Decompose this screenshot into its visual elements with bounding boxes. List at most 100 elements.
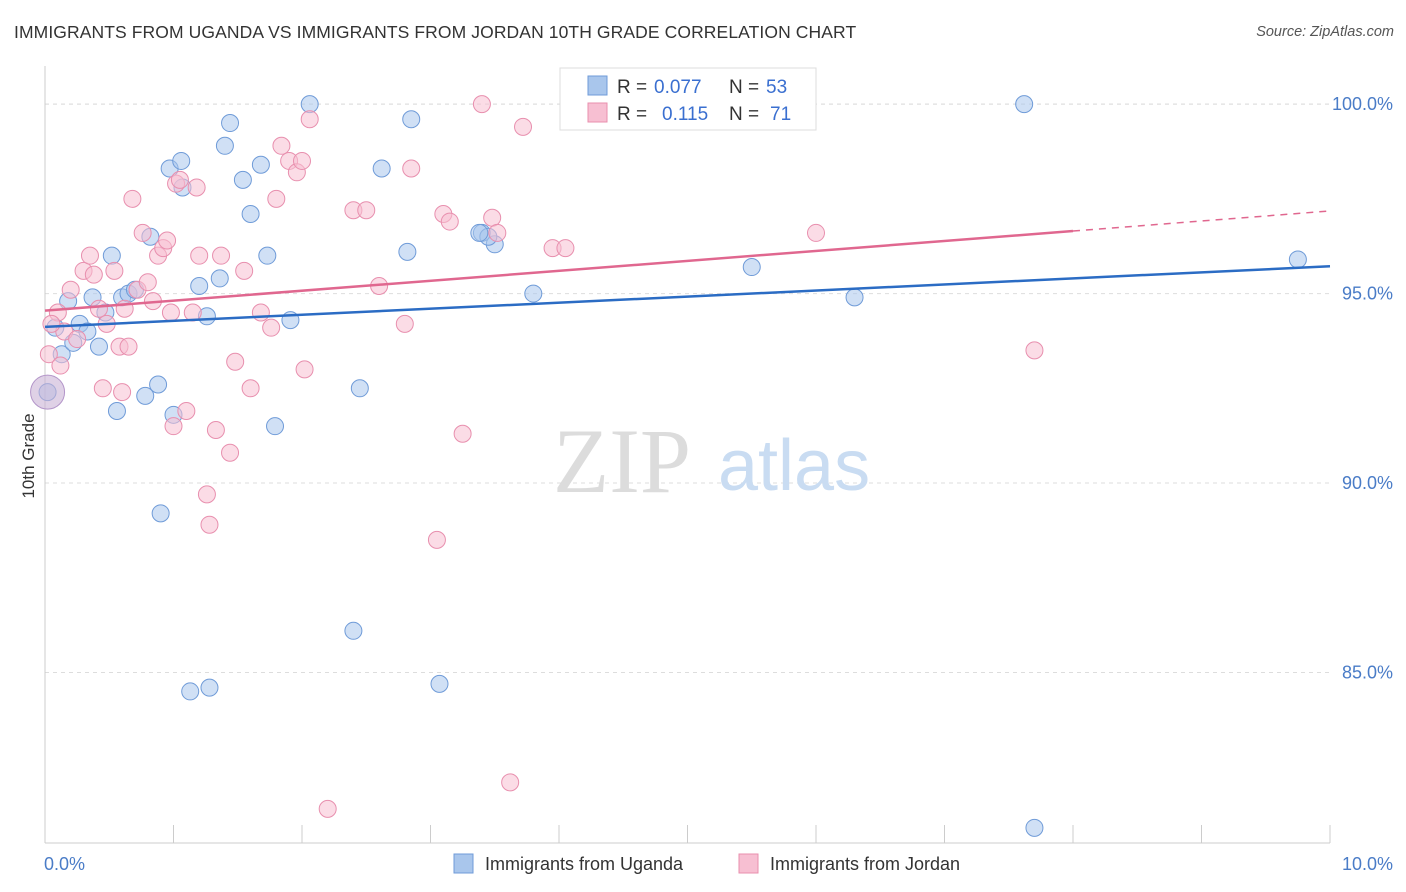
point-jordan xyxy=(251,303,270,322)
point-jordan xyxy=(39,345,58,364)
point-jordan xyxy=(272,136,291,155)
point-jordan xyxy=(51,356,70,375)
point-jordan xyxy=(221,443,240,462)
point-jordan xyxy=(212,246,231,265)
y-tick-label: 85.0% xyxy=(1342,662,1393,682)
point-uganda xyxy=(89,337,108,356)
point-uganda xyxy=(350,379,369,398)
point-uganda xyxy=(233,170,252,189)
y-axis-label: 10th Grade xyxy=(19,413,38,498)
point-uganda xyxy=(524,284,543,303)
point-uganda xyxy=(221,114,240,133)
point-uganda xyxy=(372,159,391,178)
point-uganda xyxy=(136,386,155,405)
point-jordan xyxy=(807,223,825,242)
point-jordan xyxy=(197,485,216,504)
point-jordan xyxy=(226,352,245,371)
point-uganda xyxy=(1288,250,1307,269)
point-jordan xyxy=(318,799,337,818)
axes xyxy=(44,66,1331,844)
point-jordan xyxy=(472,95,491,114)
point-uganda xyxy=(102,246,121,265)
point-jordan xyxy=(170,170,189,189)
point-jordan xyxy=(105,261,124,280)
point-uganda xyxy=(742,258,761,277)
point-jordan xyxy=(295,360,314,379)
point-uganda xyxy=(344,621,363,640)
point-uganda xyxy=(430,674,449,693)
point-jordan xyxy=(133,223,152,242)
trend-line-uganda xyxy=(44,265,1331,329)
point-uganda xyxy=(398,242,417,261)
point-uganda xyxy=(190,276,209,295)
point-jordan xyxy=(235,261,254,280)
point-jordan xyxy=(42,314,61,333)
x-tick-label-min: 0.0% xyxy=(44,854,85,874)
point-jordan xyxy=(556,239,575,258)
point-uganda xyxy=(172,151,191,170)
point-jordan xyxy=(514,117,533,136)
stats-swatch-uganda xyxy=(587,75,608,96)
point-uganda xyxy=(845,288,864,307)
point-jordan xyxy=(177,402,196,421)
chart-source: Source: ZipAtlas.com xyxy=(1256,24,1394,40)
y-tick-labels: 85.0% 90.0% 95.0% 100.0% xyxy=(1332,94,1393,682)
point-jordan xyxy=(93,379,112,398)
point-jordan xyxy=(267,189,286,208)
chart-title: IMMIGRANTS FROM UGANDA VS IMMIGRANTS FRO… xyxy=(14,22,857,42)
stats-n-label-jordan: N = xyxy=(729,104,759,125)
point-jordan xyxy=(241,379,260,398)
trend-line-jordan xyxy=(44,229,1074,312)
point-uganda xyxy=(149,375,168,394)
y-tick-label: 90.0% xyxy=(1342,473,1393,493)
y-tick-label: 100.0% xyxy=(1332,94,1393,114)
legend-label-uganda: Immigrants from Uganda xyxy=(485,854,684,874)
stats-n-value-jordan: 71 xyxy=(770,104,791,125)
point-uganda xyxy=(1015,95,1034,114)
point-jordan xyxy=(300,110,319,129)
trend-line-jordan-extension xyxy=(1072,210,1331,232)
trend-lines xyxy=(44,210,1331,329)
point-jordan xyxy=(119,337,138,356)
x-tick-labels: 0.0% 10.0% xyxy=(44,854,1393,874)
watermark: ZIP atlas xyxy=(553,410,870,512)
point-uganda xyxy=(200,678,219,697)
point-jordan xyxy=(123,189,142,208)
point-jordan xyxy=(138,273,157,292)
point-uganda xyxy=(107,402,126,421)
point-jordan xyxy=(200,515,219,534)
point-jordan xyxy=(262,318,281,337)
point-jordan xyxy=(1025,341,1044,360)
point-jordan xyxy=(357,201,376,220)
point-jordan xyxy=(161,303,180,322)
stats-n-value-uganda: 53 xyxy=(766,77,787,98)
series-legend: Immigrants from Uganda Immigrants from J… xyxy=(453,853,960,874)
point-jordan xyxy=(190,246,209,265)
point-jordan xyxy=(113,383,132,402)
point-jordan xyxy=(453,424,472,443)
legend-swatch-jordan xyxy=(738,853,759,874)
point-uganda xyxy=(470,223,489,242)
point-jordan xyxy=(488,223,507,242)
legend-swatch-uganda xyxy=(453,853,474,874)
watermark-zip: ZIP xyxy=(553,410,691,512)
point-jordan xyxy=(80,246,99,265)
stats-legend: R = 0.077 N = 53 R = 0.115 N = 71 xyxy=(559,67,817,131)
point-uganda xyxy=(241,204,260,223)
point-uganda xyxy=(1025,818,1044,837)
point-uganda xyxy=(300,95,319,114)
point-uganda xyxy=(181,682,200,701)
point-jordan xyxy=(206,420,225,439)
point-jordan xyxy=(164,417,183,436)
data-points xyxy=(30,95,1307,837)
watermark-atlas: atlas xyxy=(718,426,870,506)
point-jordan xyxy=(402,159,421,178)
point-uganda xyxy=(251,155,270,174)
point-cluster xyxy=(30,374,66,410)
stats-r-value-jordan: 0.115 xyxy=(662,104,708,125)
stats-r-label-jordan: R = xyxy=(617,104,647,125)
point-uganda xyxy=(151,504,170,523)
point-jordan xyxy=(84,265,103,284)
point-jordan xyxy=(293,151,311,170)
